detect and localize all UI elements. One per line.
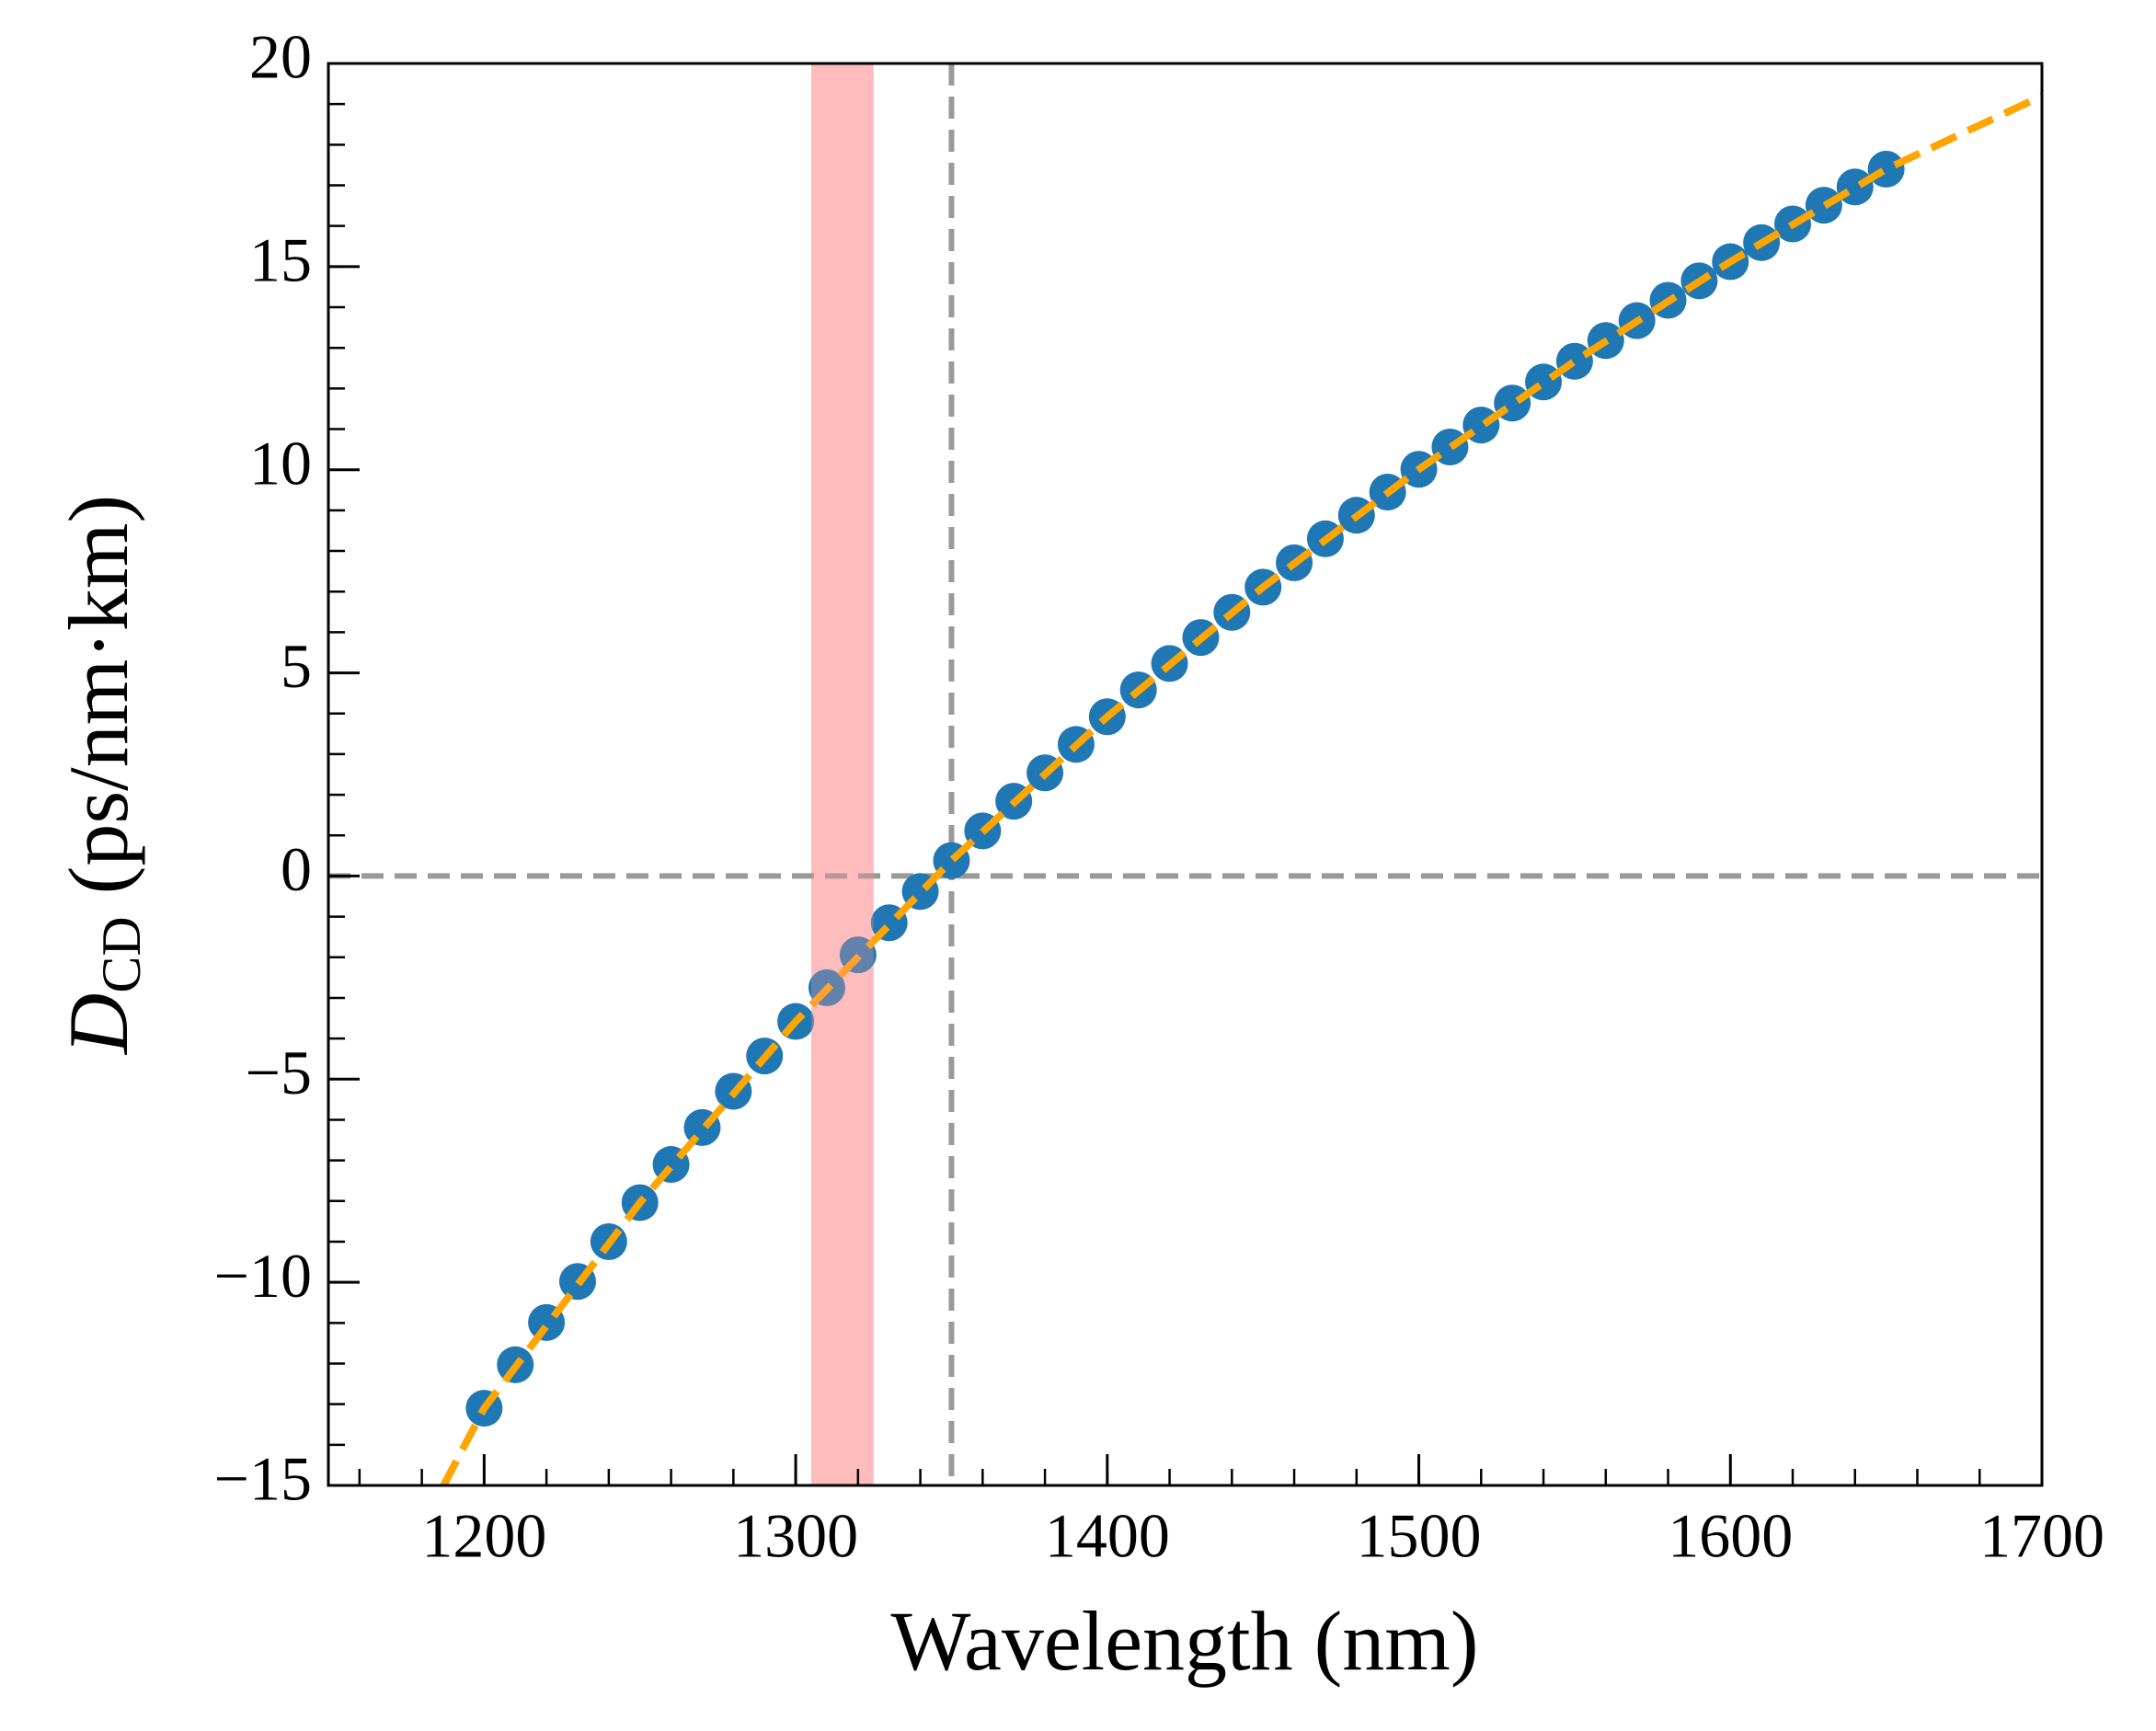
fit-line (440, 92, 2042, 1485)
x-tick-label: 1500 (1357, 1501, 1482, 1571)
band (811, 63, 874, 1485)
y-axis-label: DCD (ps/nm·km) (52, 495, 152, 1056)
data-point (1836, 168, 1874, 206)
x-tick-label: 1400 (1045, 1501, 1170, 1571)
y-tick-label: 20 (249, 22, 312, 92)
y-tick-label: −5 (246, 1037, 312, 1107)
x-axis-label: Wavelength (nm) (891, 1594, 1479, 1688)
y-label-symbol: D (52, 993, 145, 1056)
y-tick-label: −15 (214, 1444, 312, 1514)
x-tick-label: 1200 (421, 1501, 546, 1571)
y-tick-label: 10 (249, 428, 312, 498)
y-tick-label: 5 (281, 631, 312, 701)
y-label-subscript: CD (91, 916, 152, 992)
plot-frame (327, 62, 2044, 1487)
x-tick-label: 1600 (1668, 1501, 1793, 1571)
plot-area (328, 63, 2042, 1485)
band-overlay (811, 63, 874, 1485)
y-tick-label: 0 (281, 834, 312, 904)
data-point (1805, 187, 1842, 224)
data-point (1867, 150, 1905, 188)
y-tick-label: 15 (249, 224, 312, 294)
x-tick-label: 1300 (733, 1501, 858, 1571)
x-tick-label: 1700 (1979, 1501, 2104, 1571)
y-tick-label: −10 (214, 1241, 312, 1311)
y-label-unit: (ps/nm·km) (52, 495, 145, 894)
